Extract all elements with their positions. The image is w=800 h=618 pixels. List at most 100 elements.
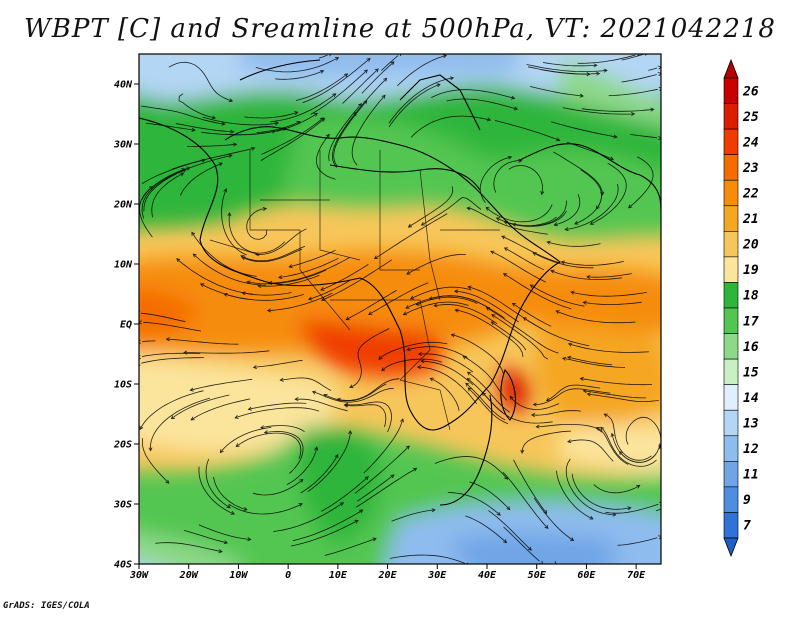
streamline-arrow [308, 296, 313, 301]
streamline-arrow [609, 156, 614, 161]
streamline-arrow [345, 316, 350, 321]
streamline-arrow [170, 415, 175, 420]
streamline-arrow [532, 252, 537, 256]
streamline-arrow [274, 121, 279, 126]
streamline [571, 473, 631, 510]
streamline [337, 378, 400, 401]
streamline-arrow [383, 77, 388, 82]
streamline [533, 497, 574, 541]
lat-label: 30S [113, 500, 132, 511]
streamline-arrow [320, 297, 326, 301]
streamline [600, 427, 657, 467]
streamline [344, 404, 387, 428]
streamline-arrow [520, 449, 525, 454]
streamline-arrow [278, 275, 283, 280]
streamline [568, 343, 649, 353]
streamline [396, 55, 447, 87]
streamline-arrow [490, 321, 495, 326]
colorbar-label: 16 [743, 340, 759, 355]
streamline [502, 471, 549, 529]
streamline-arrow [417, 351, 423, 356]
streamline [504, 247, 545, 271]
colorbar-label: 25 [742, 110, 759, 125]
streamline-arrow [466, 371, 472, 376]
streamline [621, 54, 644, 61]
streamline [357, 474, 395, 502]
streamline [655, 509, 661, 512]
streamline [531, 410, 581, 416]
streamline-arrow [149, 185, 154, 190]
streamline [608, 88, 658, 97]
streamline [205, 458, 231, 509]
streamline-arrow [610, 432, 615, 438]
streamline-arrow [466, 377, 471, 382]
streamline [221, 188, 247, 256]
streamline [587, 393, 659, 403]
streamline-arrow [467, 285, 472, 290]
streamline [246, 208, 268, 240]
streamline-arrow [406, 347, 411, 352]
streamline-arrow [374, 68, 379, 73]
streamline [308, 280, 350, 300]
streamline [451, 334, 504, 374]
streamline-arrow [567, 342, 573, 347]
streamline [247, 269, 327, 285]
colorbar-swatch [723, 256, 739, 283]
streamline-arrow [511, 302, 516, 307]
streamline [391, 509, 436, 522]
colorbar-label: 12 [743, 442, 759, 457]
streamline-arrow [320, 287, 325, 291]
streamline-arrow [429, 377, 434, 382]
streamline [493, 160, 522, 193]
streamline [447, 492, 501, 516]
streamline [417, 366, 478, 404]
streamline-arrow [596, 71, 601, 76]
country-borders [209, 150, 500, 431]
streamline [406, 346, 468, 359]
streamline-arrow [467, 387, 472, 392]
lon-label: 10E [329, 570, 348, 581]
streamline [355, 467, 417, 508]
streamline [570, 291, 647, 297]
streamline [139, 390, 204, 430]
streamline-arrow [661, 507, 665, 510]
streamline [467, 286, 543, 330]
colorbar-label: 23 [742, 161, 759, 176]
colorbar-label: 24 [742, 135, 759, 150]
streamline-arrow [527, 546, 532, 551]
streamline-arrow [596, 427, 601, 431]
streamline [141, 438, 169, 484]
streamline [171, 394, 230, 420]
streamline-arrow [366, 57, 371, 62]
streamline-arrow [260, 425, 265, 430]
colorbar-label: 13 [743, 417, 759, 432]
streamline [621, 74, 657, 83]
streamline [496, 216, 557, 227]
colorbar-label: 7 [743, 519, 751, 534]
streamline-arrow [190, 416, 195, 421]
streamline [155, 542, 223, 553]
streamline [421, 196, 482, 226]
streamline-arrow [334, 57, 340, 61]
streamline-arrow [566, 355, 572, 360]
streamline [241, 248, 303, 262]
streamline-arrow [546, 240, 551, 245]
streamline-arrow [462, 355, 467, 360]
lat-label: 30N [113, 140, 133, 151]
colorbar-swatch [723, 154, 739, 181]
streamline [142, 340, 156, 342]
streamline [342, 68, 379, 104]
streamline-arrow [636, 54, 640, 57]
streamline-arrow [228, 153, 233, 158]
streamline-arrow [504, 475, 509, 480]
colorbar-max-arrow [723, 58, 739, 79]
streamline [328, 103, 362, 162]
lat-label: 40S [114, 560, 132, 571]
streamline-arrow [593, 63, 598, 68]
streamline-arrow [176, 258, 181, 263]
streamline-arrow [254, 252, 259, 257]
streamline-arrow [501, 235, 506, 240]
streamline [268, 257, 350, 284]
streamline [467, 207, 548, 235]
streamline-arrow [582, 300, 587, 305]
